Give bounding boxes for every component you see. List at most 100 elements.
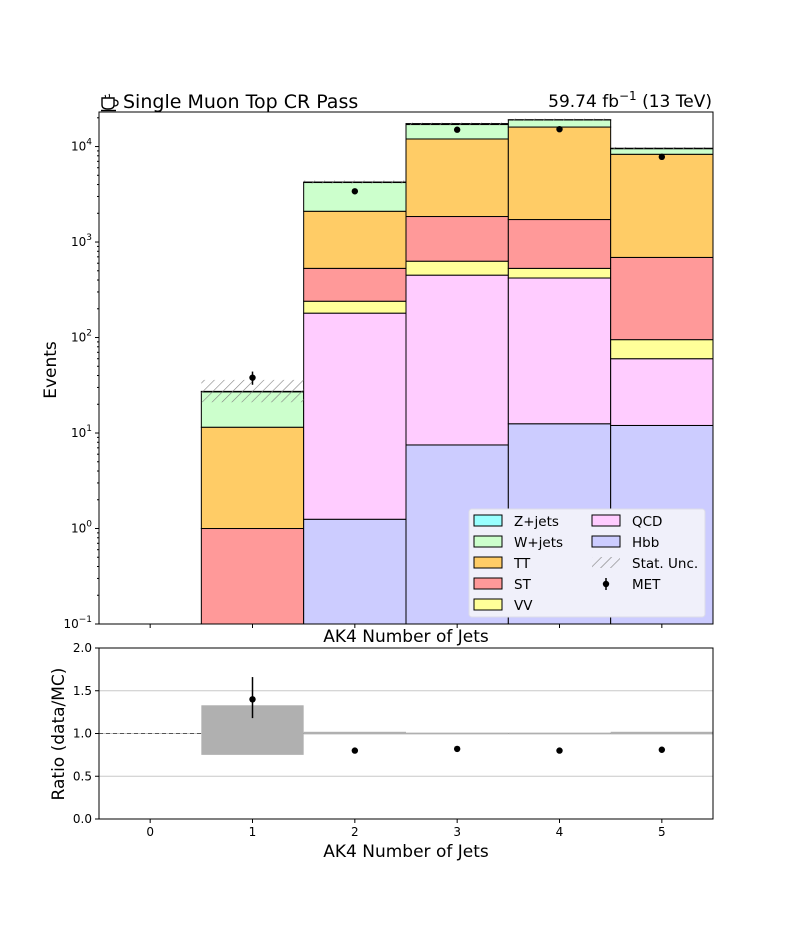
- legend-label: MET: [632, 577, 661, 593]
- data-point-bin4: [556, 125, 563, 133]
- ratio-y-label: Ratio (data/MC): [49, 668, 69, 801]
- ratio-point-bin1: [249, 696, 256, 703]
- ratio-point-bin2: [351, 747, 359, 754]
- ratio-y-axis: 0.0 0.5 1.0 1.5 2.0: [73, 641, 99, 826]
- legend-item-vv: VV: [473, 598, 533, 614]
- main-y-tick-label: 10−1: [63, 615, 92, 631]
- ratio-x-tick-label: 0: [146, 825, 154, 839]
- stack-bar-qcd-bin2: [303, 312, 407, 520]
- stack-bar-qcd-bin4: [507, 277, 612, 425]
- stack-bar-vv-bin4: [507, 267, 612, 279]
- legend-item-st: ST: [473, 577, 532, 593]
- legend-item-z-jets: Z+jets: [473, 514, 559, 530]
- ratio-unc-bin4: [508, 732, 611, 735]
- stack-bar-vv-bin3: [405, 260, 509, 276]
- ratio-points: [249, 677, 666, 754]
- lumi-label: 59.74 fb−1 (13 TeV): [548, 89, 712, 112]
- legend-label: ST: [514, 577, 532, 593]
- ratio-point-bin4: [556, 747, 563, 754]
- legend-marker-point: [602, 580, 610, 588]
- legend-item-stat-unc-: Stat. Unc.: [592, 556, 698, 572]
- ratio-y-tick-label: 1.5: [73, 684, 92, 698]
- ratio-x-axis: 0 1 2 3 4 5: [146, 819, 666, 839]
- stack-bar-vv-bin2: [303, 300, 407, 314]
- ratio-y-tick-label: 0.5: [73, 769, 92, 783]
- legend-swatch: [473, 556, 503, 569]
- main-y-tick-label: 104: [71, 138, 92, 154]
- stat-unc-bin3: [406, 122, 509, 126]
- stack-bar-tt-bin2: [303, 210, 407, 269]
- stack-bar-st-bin3: [405, 216, 509, 262]
- main-plot: 10−1 100 101 102 103 104 Events AK4 Number of…: [41, 111, 714, 647]
- ratio-x-tick-label: 1: [249, 825, 257, 839]
- ratio-unc-bin3: [406, 732, 509, 735]
- stack-bar-qcd-bin3: [405, 274, 509, 446]
- stack-bar-st-bin2: [303, 267, 407, 302]
- stat-unc-bin4: [508, 118, 611, 121]
- legend-label: QCD: [632, 514, 662, 530]
- stack-bar-tt-bin3: [405, 138, 509, 218]
- legend-swatch: [473, 535, 503, 548]
- ratio-y-tick-label: 1.0: [73, 727, 92, 741]
- stack-bar-qcd-bin5: [610, 358, 713, 426]
- stack-bar-st-bin5: [610, 256, 713, 341]
- ratio-unc-bin5: [610, 731, 713, 735]
- stat-unc-bin5: [610, 146, 713, 150]
- title: Single Muon Top CR Pass: [101, 91, 358, 113]
- stack-bar-tt-bin5: [610, 153, 713, 258]
- legend-label: W+jets: [514, 535, 563, 551]
- ratio-x-label: AK4 Number of Jets: [323, 842, 489, 862]
- legend-label: VV: [514, 598, 533, 614]
- main-x-axis: [149, 624, 663, 628]
- main-y-tick-label: 100: [71, 520, 92, 536]
- stack-bar-st-bin1: [200, 528, 305, 624]
- ratio-plot-area: [99, 677, 713, 777]
- main-plot-frame: [98, 111, 714, 625]
- legend: Z+jets W+jets TT ST VV QCD Hbb Stat. Unc. MET: [468, 508, 706, 618]
- stack-bar-tt-bin1: [200, 426, 305, 530]
- ratio-x-tick-label: 2: [351, 825, 359, 839]
- main-x-label: AK4 Number of Jets: [323, 627, 489, 647]
- ratio-point-bin3: [453, 745, 461, 753]
- coffee-cup-icon: [101, 93, 119, 112]
- main-y-tick-label: 101: [71, 424, 92, 440]
- stack-bar-vv-bin5: [610, 339, 713, 360]
- legend-swatch: [473, 598, 503, 611]
- legend-item-qcd: QCD: [591, 514, 662, 530]
- data-point-bin3: [453, 126, 461, 133]
- legend-item-hbb: Hbb: [591, 535, 659, 551]
- legend-label: TT: [513, 556, 531, 572]
- legend-item-met: MET: [602, 577, 661, 593]
- legend-item-tt: TT: [473, 556, 531, 572]
- ratio-x-tick-label: 4: [556, 825, 564, 839]
- legend-label: Hbb: [632, 535, 659, 551]
- ratio-point-bin5: [658, 746, 666, 753]
- legend-label: Z+jets: [514, 514, 559, 530]
- main-y-label: Events: [41, 341, 61, 399]
- ratio-y-tick-label: 0.0: [73, 812, 92, 826]
- legend-swatch: [473, 577, 503, 590]
- stat-unc-bin1: [201, 379, 304, 403]
- legend-swatch: [591, 514, 621, 527]
- stack-bar-tt-bin4: [507, 126, 612, 221]
- chart-title: Single Muon Top CR Pass: [123, 91, 358, 113]
- main-y-axis: 10−1 100 101 102 103 104: [63, 117, 99, 631]
- ratio-x-tick-label: 3: [453, 825, 461, 839]
- legend-box: [468, 508, 706, 618]
- legend-item-w-jets: W+jets: [473, 535, 563, 551]
- ratio-plot: 0.0 0.5 1.0 1.5 2.0 0 1 2 3 4 5 Ratio (data/MC) A…: [49, 641, 714, 862]
- stack-bar-st-bin4: [507, 219, 612, 269]
- ratio-y-tick-label: 2.0: [73, 641, 92, 655]
- ratio-x-tick-label: 5: [658, 825, 666, 839]
- legend-swatch: [473, 514, 503, 527]
- legend-label: Stat. Unc.: [632, 556, 698, 572]
- main-y-tick-label: 103: [71, 233, 92, 249]
- ratio-unc-bin2: [303, 731, 406, 735]
- stack-bar-hbb-bin2: [303, 518, 407, 624]
- data-point-bin5: [658, 153, 666, 161]
- data-point-bin2: [351, 188, 359, 195]
- data-points-layer: [249, 125, 666, 385]
- stack-bar-wjets-bin2: [303, 182, 407, 212]
- data-point-bin1: [249, 374, 256, 381]
